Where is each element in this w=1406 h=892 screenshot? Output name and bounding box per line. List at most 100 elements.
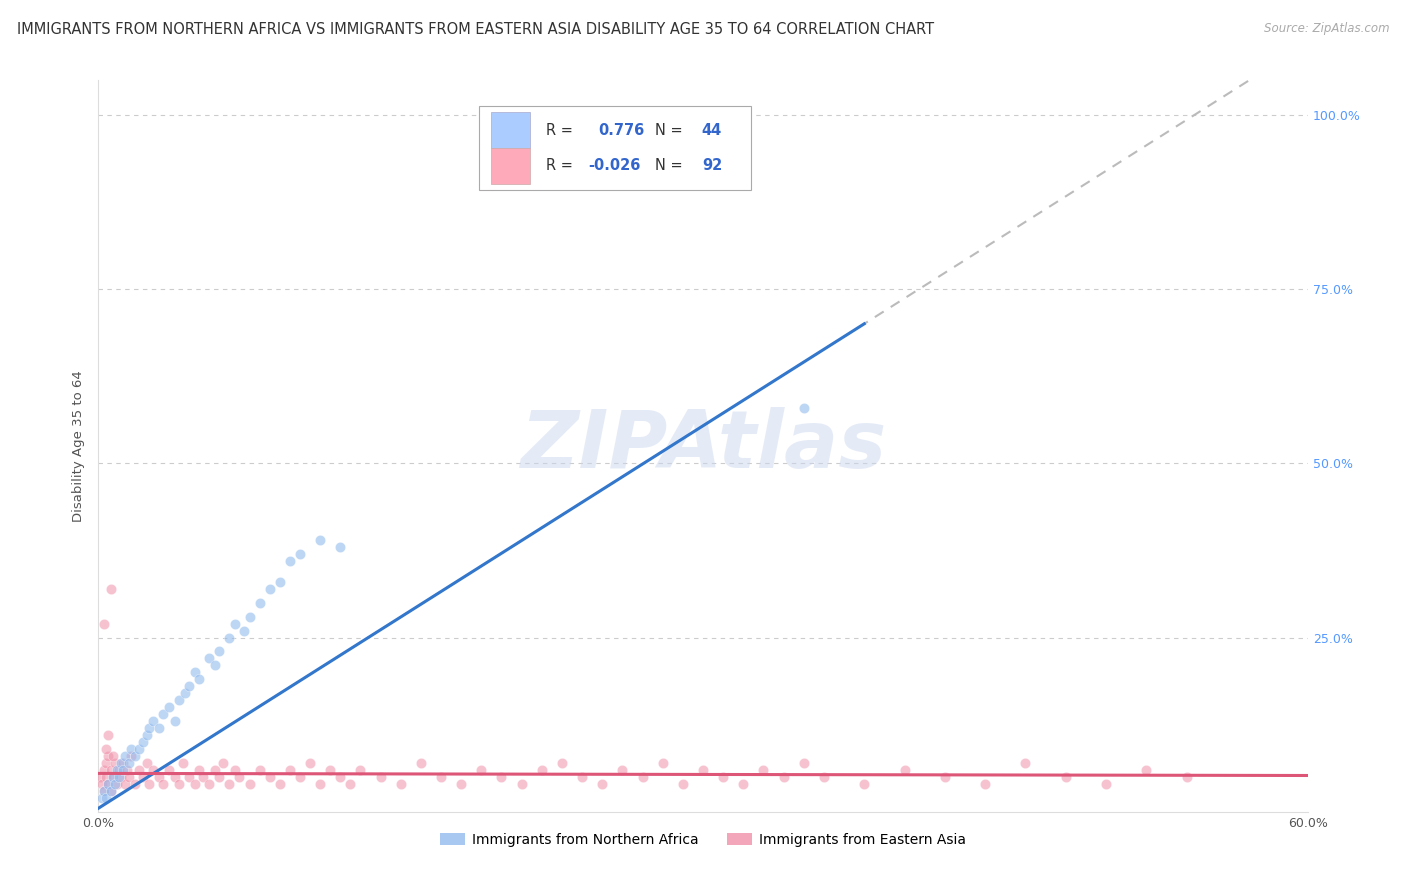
Point xyxy=(97,749,120,764)
Point xyxy=(179,770,201,784)
Bar xyxy=(492,112,530,148)
Point xyxy=(138,777,160,791)
Point xyxy=(128,742,150,756)
Point xyxy=(157,700,180,714)
Point xyxy=(120,749,142,764)
Point xyxy=(893,763,915,777)
Y-axis label: Disability Age 35 to 64: Disability Age 35 to 64 xyxy=(72,370,84,522)
Point xyxy=(224,763,246,777)
Point xyxy=(93,784,115,798)
Point xyxy=(188,763,211,777)
Point xyxy=(551,756,574,770)
Point xyxy=(793,401,815,415)
Point xyxy=(91,790,114,805)
Point xyxy=(278,763,301,777)
Text: 44: 44 xyxy=(702,122,723,137)
Point xyxy=(813,770,835,784)
Point xyxy=(135,728,157,742)
Point xyxy=(91,777,114,791)
Point xyxy=(118,756,141,770)
Point xyxy=(329,540,352,554)
Point xyxy=(114,749,136,764)
Point xyxy=(224,616,246,631)
Text: IMMIGRANTS FROM NORTHERN AFRICA VS IMMIGRANTS FROM EASTERN ASIA DISABILITY AGE 3: IMMIGRANTS FROM NORTHERN AFRICA VS IMMIG… xyxy=(17,22,934,37)
Point xyxy=(470,763,492,777)
Point xyxy=(89,770,111,784)
Point xyxy=(198,777,221,791)
Point xyxy=(114,777,136,791)
Point xyxy=(107,770,129,784)
Point xyxy=(370,770,392,784)
Point xyxy=(96,770,118,784)
Point xyxy=(1095,777,1118,791)
Point xyxy=(135,756,157,770)
Point xyxy=(124,749,146,764)
Point xyxy=(204,658,226,673)
Point xyxy=(752,763,775,777)
Point xyxy=(179,679,201,693)
Point xyxy=(974,777,997,791)
Point xyxy=(97,777,120,791)
Point xyxy=(1014,756,1036,770)
Point xyxy=(733,777,755,791)
Point xyxy=(100,763,122,777)
Point xyxy=(148,721,170,735)
Point xyxy=(148,770,170,784)
Point xyxy=(530,763,553,777)
Point xyxy=(124,777,146,791)
Point xyxy=(278,554,301,568)
Point xyxy=(152,777,174,791)
Point xyxy=(218,631,240,645)
Point xyxy=(198,651,221,665)
Point xyxy=(111,756,134,770)
Point xyxy=(288,547,311,561)
Text: 0.776: 0.776 xyxy=(598,122,644,137)
Text: -0.026: -0.026 xyxy=(588,159,641,173)
Point xyxy=(103,777,125,791)
Point xyxy=(249,763,271,777)
Point xyxy=(172,756,194,770)
Point xyxy=(1135,763,1157,777)
Point xyxy=(188,673,211,687)
Point xyxy=(1054,770,1077,784)
Point xyxy=(591,777,613,791)
Point xyxy=(349,763,371,777)
Text: N =: N = xyxy=(655,159,682,173)
Text: R =: R = xyxy=(546,122,572,137)
Point xyxy=(184,777,207,791)
Point xyxy=(239,777,262,791)
Point xyxy=(152,707,174,722)
Point xyxy=(110,770,132,784)
Point xyxy=(239,609,262,624)
Point xyxy=(212,756,235,770)
Point xyxy=(103,756,125,770)
Text: Source: ZipAtlas.com: Source: ZipAtlas.com xyxy=(1264,22,1389,36)
Point xyxy=(157,763,180,777)
Point xyxy=(93,763,115,777)
Point xyxy=(339,777,361,791)
Point xyxy=(319,763,342,777)
Point xyxy=(269,777,291,791)
Point xyxy=(96,742,118,756)
Point xyxy=(93,784,115,798)
Point xyxy=(208,770,231,784)
Point xyxy=(204,763,226,777)
Point xyxy=(115,763,138,777)
Point xyxy=(163,714,186,728)
Point xyxy=(269,574,291,589)
Point xyxy=(97,777,120,791)
Legend: Immigrants from Northern Africa, Immigrants from Eastern Asia: Immigrants from Northern Africa, Immigra… xyxy=(434,827,972,853)
Point xyxy=(96,756,118,770)
Point xyxy=(142,714,165,728)
Point xyxy=(93,616,115,631)
Text: 92: 92 xyxy=(702,159,723,173)
Point xyxy=(174,686,197,700)
Point xyxy=(228,770,250,784)
Point xyxy=(101,749,124,764)
Point xyxy=(118,770,141,784)
Point xyxy=(793,756,815,770)
Point xyxy=(571,770,593,784)
Point xyxy=(132,735,155,749)
Bar xyxy=(492,147,530,184)
Point xyxy=(651,756,673,770)
